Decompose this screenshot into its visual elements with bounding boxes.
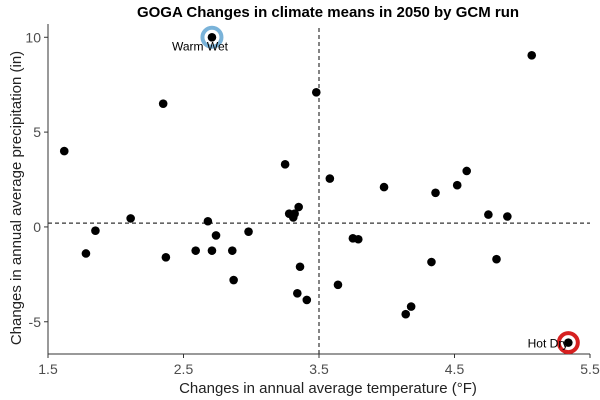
y-tick-label: 5 bbox=[33, 124, 41, 140]
highlight-ring bbox=[556, 331, 580, 355]
data-point bbox=[484, 210, 493, 219]
highlight-ring bbox=[200, 25, 224, 49]
data-point bbox=[91, 226, 100, 236]
data-point bbox=[207, 32, 217, 42]
data-point bbox=[211, 231, 221, 240]
data-point bbox=[462, 166, 471, 176]
data-point bbox=[203, 216, 213, 226]
data-point bbox=[227, 246, 237, 255]
ticks: 1.5 2.5 3.5 4.5 5.5 -5 0 5 10 bbox=[25, 29, 600, 377]
x-tick-label: 1.5 bbox=[38, 361, 58, 377]
data-point bbox=[207, 246, 217, 255]
highlight-label: Warm Wet bbox=[172, 39, 229, 53]
y-tick-label: -5 bbox=[29, 314, 42, 330]
data-point bbox=[503, 212, 512, 221]
reference-lines bbox=[48, 28, 590, 354]
data-point bbox=[293, 289, 302, 298]
data-point bbox=[333, 280, 343, 290]
data-point bbox=[452, 180, 462, 190]
data-point bbox=[126, 214, 135, 223]
x-tick-label: 2.5 bbox=[174, 361, 194, 377]
y-tick-label: 0 bbox=[33, 219, 41, 235]
data-point bbox=[353, 234, 363, 244]
data-point bbox=[302, 295, 312, 305]
x-tick-label: 5.5 bbox=[580, 361, 600, 377]
data-point bbox=[81, 249, 91, 258]
data-point bbox=[325, 174, 335, 183]
data-point bbox=[564, 338, 573, 347]
highlight-label: Hot Dry bbox=[528, 337, 569, 351]
y-tick-label: 10 bbox=[25, 29, 41, 45]
data-point bbox=[401, 309, 411, 319]
data-point bbox=[406, 302, 416, 311]
data-point bbox=[290, 209, 299, 218]
data-point bbox=[158, 99, 168, 108]
x-tick-label: 4.5 bbox=[445, 361, 465, 377]
annotations: Warm Wet Hot Dry bbox=[172, 39, 568, 350]
chart-title: GOGA Changes in climate means in 2050 by… bbox=[137, 4, 519, 21]
data-point bbox=[59, 146, 69, 156]
data-point bbox=[229, 275, 238, 285]
data-point bbox=[379, 182, 389, 192]
data-point bbox=[294, 202, 303, 212]
data-point bbox=[527, 50, 537, 60]
data-point bbox=[311, 87, 321, 97]
data-point bbox=[431, 188, 440, 198]
highlight-rings bbox=[200, 25, 580, 355]
data-point bbox=[280, 160, 290, 169]
data-point bbox=[427, 257, 436, 267]
data-point bbox=[492, 254, 501, 264]
data-point bbox=[295, 262, 305, 272]
x-tick-label: 3.5 bbox=[309, 361, 329, 377]
data-points bbox=[59, 32, 573, 347]
data-point bbox=[244, 227, 253, 236]
x-axis-title: Changes in annual average temperature (°… bbox=[179, 380, 477, 397]
data-point bbox=[161, 252, 171, 262]
y-axis-title: Changes in annual average precipitation … bbox=[8, 51, 25, 345]
data-point bbox=[191, 246, 200, 255]
